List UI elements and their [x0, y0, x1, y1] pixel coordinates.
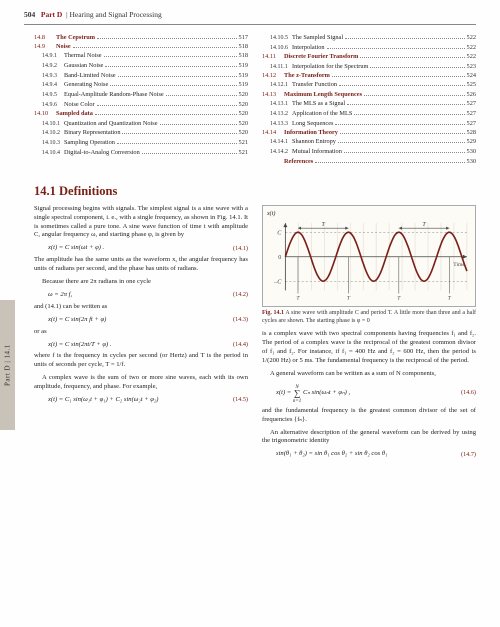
- toc-row: 14.14.2Mutual Information530: [262, 147, 476, 157]
- toc-row: 14.12.1Transfer Function525: [262, 80, 476, 90]
- svg-text:Time: Time: [453, 262, 465, 268]
- svg-text:T: T: [347, 295, 351, 300]
- page-number: 504: [24, 10, 35, 19]
- para: where f is the frequency in cycles per s…: [34, 352, 248, 370]
- sine-wave-chart: C 0 –C Time T T T T T T: [267, 219, 471, 301]
- para: Signal processing begins with signals. T…: [34, 205, 248, 241]
- figure-14-1: x(t) C 0 –C Time T T T T T T: [262, 205, 476, 308]
- toc-row: 14.10Sampled data520: [34, 109, 248, 118]
- toc-row: 14.10.4Digital-to-Analog Conversion521: [34, 148, 248, 158]
- svg-text:C: C: [277, 230, 282, 236]
- left-column: Signal processing begins with signals. T…: [34, 205, 248, 462]
- equation: x(t) = C sin(2π ft + φ) (14.3): [34, 316, 248, 325]
- figure-ylabel: x(t): [267, 210, 471, 218]
- part-label: Part D: [41, 10, 62, 19]
- para: Because there are 2π radians in one cycl…: [34, 278, 248, 287]
- svg-text:T: T: [422, 222, 426, 228]
- svg-text:T: T: [397, 295, 401, 300]
- toc-right-column: 14.10.5The Sampled Signal52214.10.6Inter…: [262, 33, 476, 166]
- table-of-contents: 14.8The Cepstrum51714.9Noise51814.9.1The…: [0, 33, 500, 176]
- equation: sin(θ₁ + θ₂) = sin θ₁ cos θ₂ + sin θ₂ co…: [262, 450, 476, 459]
- toc-row: 14.13Maximum Length Sequences526: [262, 90, 476, 99]
- svg-text:T: T: [296, 295, 300, 300]
- toc-row: 14.11Discrete Fourier Transform522: [262, 52, 476, 61]
- toc-row: 14.11.1Interpolation for the Spectrum523: [262, 62, 476, 72]
- toc-left-column: 14.8The Cepstrum51714.9Noise51814.9.1The…: [34, 33, 248, 166]
- svg-text:–C: –C: [273, 279, 282, 285]
- svg-text:0: 0: [278, 255, 281, 261]
- para: or as: [34, 328, 248, 337]
- toc-row: 14.10.6Interpolation522: [262, 43, 476, 53]
- toc-row: 14.14.1Shannon Entropy529: [262, 137, 476, 147]
- equation: x(t) = C sin(2πt/T + φ) . (14.4): [34, 341, 248, 350]
- toc-row: 14.9.1Thermal Noise518: [34, 51, 248, 61]
- svg-text:T: T: [321, 222, 325, 228]
- toc-row: 14.13.2Application of the MLS527: [262, 109, 476, 119]
- equation: ω = 2π f, (14.2): [34, 291, 248, 300]
- figure-caption: Fig. 14.1 A sine wave with amplitude C a…: [262, 310, 476, 326]
- para: is a complex wave with two spectral comp…: [262, 330, 476, 366]
- toc-row: 14.10.3Sampling Operation521: [34, 138, 248, 148]
- chapter-title: Hearing and Signal Processing: [69, 10, 161, 19]
- para: An alternative description of the genera…: [262, 429, 476, 447]
- para: A complex wave is the sum of two or more…: [34, 374, 248, 392]
- toc-row: 14.9.6Noise Color520: [34, 100, 248, 110]
- body-columns: Signal processing begins with signals. T…: [0, 205, 500, 474]
- equation: x(t) = C sin(ωt + φ) . (14.1): [34, 244, 248, 253]
- para: The amplitude has the same units as the …: [34, 256, 248, 274]
- section-title: 14.1 Definitions: [0, 176, 500, 205]
- toc-row: 14.9.4Generating Noise519: [34, 80, 248, 90]
- side-tab-label: Part D | 14.1: [4, 344, 12, 386]
- toc-row: 14.10.5The Sampled Signal522: [262, 33, 476, 43]
- toc-row: 14.9.3Band-Limited Noise519: [34, 71, 248, 81]
- page-header: 504 Part D | Hearing and Signal Processi…: [0, 0, 500, 23]
- toc-row: 14.13.3Long Sequences527: [262, 119, 476, 129]
- para: and the fundamental frequency is the gre…: [262, 407, 476, 425]
- side-tab: Part D | 14.1: [0, 300, 15, 430]
- toc-row: 14.12The z-Transform524: [262, 71, 476, 80]
- equation: x(t) = C₁ sin(ω₁t + φ₁) + C₂ sin(ω₂t + φ…: [34, 396, 248, 405]
- toc-row: 14.10.1Quantization and Quantization Noi…: [34, 119, 248, 129]
- toc-row: 14.10.2Binary Representation520: [34, 128, 248, 138]
- svg-text:T: T: [448, 295, 452, 300]
- equation: x(t) = N∑n=1 Cₙ sin(ωₙt + φₙ) , (14.6): [262, 382, 476, 403]
- right-column: x(t) C 0 –C Time T T T T T T Fig. 14.1 A sine wav…: [262, 205, 476, 462]
- toc-row: 14.8The Cepstrum517: [34, 33, 248, 42]
- para: A general waveform can be written as a s…: [262, 370, 476, 379]
- para: and (14.1) can be written as: [34, 303, 248, 312]
- toc-row: References530: [262, 157, 476, 166]
- toc-row: 14.9Noise518: [34, 42, 248, 51]
- toc-row: 14.9.2Gaussian Noise519: [34, 61, 248, 71]
- toc-row: 14.14Information Theory528: [262, 128, 476, 137]
- toc-row: 14.9.5Equal-Amplitude Random-Phase Noise…: [34, 90, 248, 100]
- header-rule: [24, 24, 476, 25]
- toc-row: 14.13.1The MLS as a Signal527: [262, 99, 476, 109]
